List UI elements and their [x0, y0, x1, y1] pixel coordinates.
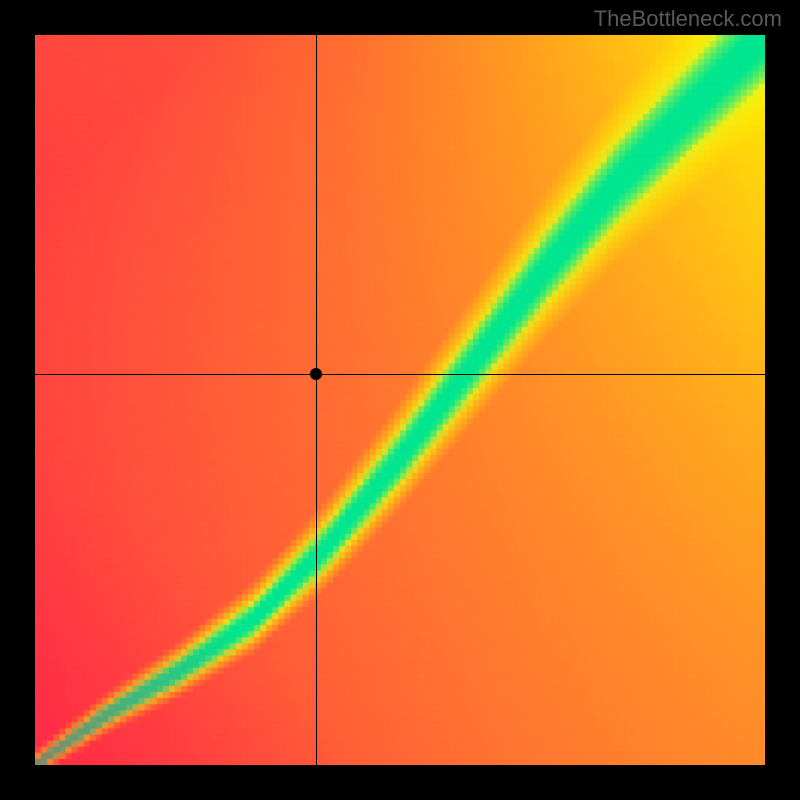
crosshair-vertical	[316, 35, 317, 765]
watermark-text: TheBottleneck.com	[594, 6, 782, 32]
chart-container: TheBottleneck.com	[0, 0, 800, 800]
crosshair-dot	[310, 368, 322, 380]
crosshair-horizontal	[35, 374, 765, 375]
heatmap-plot	[35, 35, 765, 765]
heatmap-canvas	[35, 35, 765, 765]
